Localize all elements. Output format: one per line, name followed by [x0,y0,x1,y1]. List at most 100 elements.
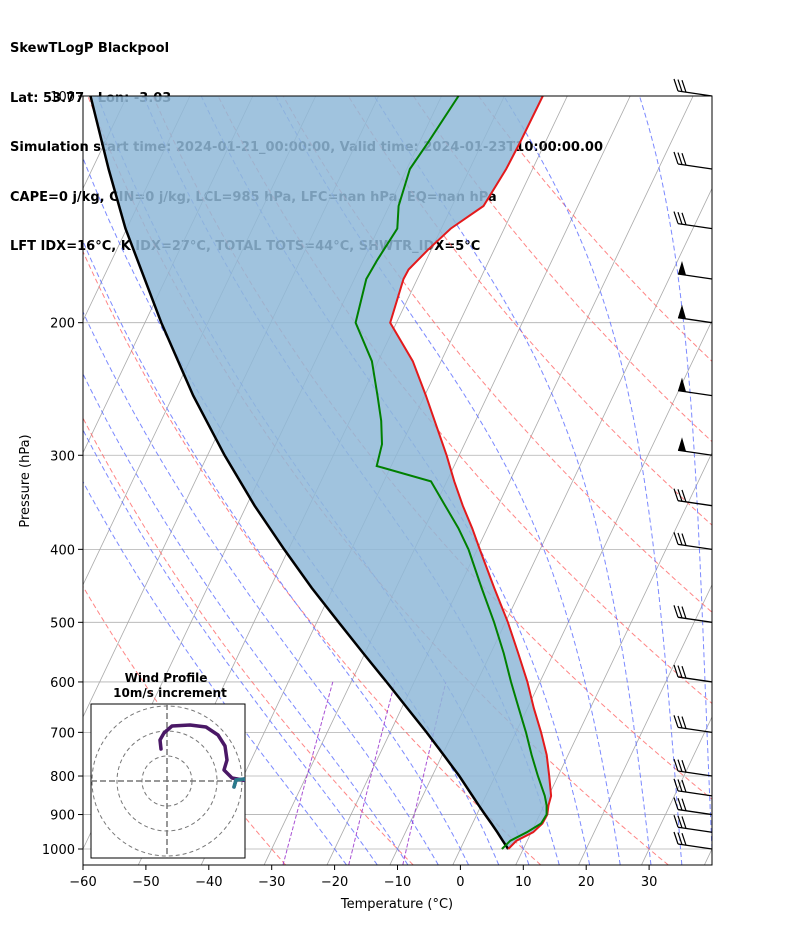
hodograph-trace-low [232,777,245,789]
dry-adiabat-line [152,96,712,800]
wind-barb-flag [681,716,687,729]
axes: −60 −50 −40 −30 −20 −10 0 10 20 30 100 200 300 400 500… [42,90,657,890]
isotherm-line [326,96,694,865]
wind-barb-flag [681,212,687,225]
wind-barb [677,377,713,397]
wind-barb [673,815,713,833]
wind-barb-staff [677,843,713,850]
wind-barb-flag [677,815,683,829]
wind-barb-flag [681,816,687,829]
dry-adiabat-line [282,96,712,613]
wind-barb-flag [681,760,687,773]
y-tick-label: 600 [50,676,75,691]
wind-barb-staff [677,317,713,324]
wind-barb-staff [677,676,713,683]
wind-barb-pennant [678,261,686,276]
wind-barb-flag [677,832,683,845]
mixing-ratio-line [402,681,447,865]
wind-barb-flag [677,532,683,546]
wind-barb-staff [677,500,713,507]
wind-barb-flag [673,488,679,501]
hodograph-subtitle: 10m/s increment [113,686,227,700]
y-tick-label: 200 [50,317,75,332]
wind-barb [673,78,713,97]
y-tick-label: 1000 [42,843,75,858]
wind-barb-staff [677,90,713,97]
wind-barb-flag [673,758,679,772]
wind-barb-staff [677,222,713,230]
y-tick-label: 800 [50,770,75,785]
wind-barb-staff [677,390,713,397]
wind-barb-flag [677,797,683,811]
wind-barb-pennant [678,377,686,392]
wind-barb-staff [677,273,713,280]
wind-barb-staff [677,163,713,170]
hodograph-title: Wind Profile [125,671,208,685]
x-tick-label: −40 [195,875,222,890]
wind-barb-flag [677,715,683,729]
wind-barb-flag [677,489,683,502]
x-tick-label: 30 [641,875,658,890]
temperature-line [389,96,553,850]
wind-barb-flag [673,831,679,845]
wind-barb-pennant [678,437,686,452]
mixing-ratio-line [348,681,396,865]
chart-title: SkewTLogP Blackpool [10,41,170,56]
x-tick-label: −20 [321,875,348,890]
x-tick-label: −30 [258,875,285,890]
dewpoint-line [354,96,548,850]
y-tick-label: 100 [50,90,75,105]
wind-barb-staff [677,616,713,623]
isotherm-line [704,848,712,865]
sounding-profiles [89,96,553,850]
moist-adiabat-line [275,96,621,865]
x-tick-label: 20 [578,875,595,890]
wind-barb-flag [677,79,683,92]
wind-barb-flag [681,152,687,166]
wind-barb [677,437,713,456]
wind-barb-flag [681,80,687,93]
wind-barb [673,758,713,777]
wind-barb [673,532,713,550]
wind-barb-staff [677,726,713,734]
wind-barb-pennant [678,304,686,319]
hodograph-plot [91,704,245,858]
wind-barb-flag [681,665,687,679]
isotherm-line [641,715,712,865]
wind-barb-flag [673,151,679,165]
y-tick-label: 300 [50,449,75,464]
wind-barb [673,797,713,816]
wind-barb-flag [681,798,687,811]
wind-barb-staff [677,790,713,797]
wind-barb [673,715,713,734]
y-tick-label: 500 [50,616,75,631]
x-tick-label: −10 [384,875,411,890]
y-axis-label: Pressure (hPa) [18,434,33,527]
y-tick-label: 900 [50,809,75,824]
wind-barb-staff [677,543,713,550]
hodograph-inset: Wind Profile 10m/s increment [90,671,246,859]
wind-barb [673,151,713,170]
wind-barb-flag [673,78,679,92]
wind-barb [673,778,713,797]
x-tick-label: −60 [69,875,96,890]
isotherm-line [767,96,794,865]
wind-barb-staff [677,826,713,833]
wind-barb-flag [673,605,679,618]
wind-barb [673,211,713,230]
mixing-ratio-line [282,681,334,865]
wind-barb [673,831,713,850]
wind-barb-flag [673,778,679,792]
y-tick-label: 700 [50,726,75,741]
wind-barb [673,664,713,683]
wind-barb-flag [681,833,687,846]
wind-barb [673,605,713,623]
wind-barb [673,488,713,507]
moist-adiabat-line [83,240,469,865]
dry-adiabat-line [347,96,712,526]
wind-barbs [673,78,713,850]
wind-barb-flag [681,533,687,546]
x-tick-label: 0 [456,875,464,890]
moist-adiabat-line [83,372,409,865]
